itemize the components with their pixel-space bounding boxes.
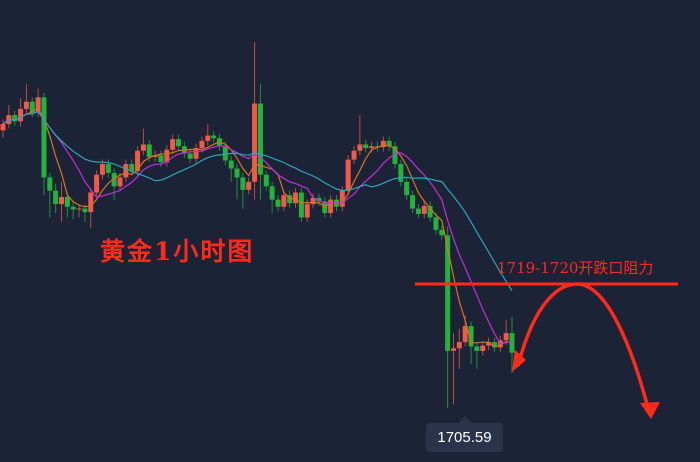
candle-body xyxy=(0,124,6,131)
arrowhead-down-icon xyxy=(640,402,660,419)
candle-body xyxy=(176,139,182,147)
candle-body xyxy=(205,135,211,141)
candle-body xyxy=(363,144,369,149)
candle-body xyxy=(445,235,451,351)
candle-body xyxy=(398,164,404,182)
candle-body xyxy=(392,146,398,165)
candle-body xyxy=(187,153,193,159)
candle-body xyxy=(281,195,287,207)
candle-body xyxy=(47,177,53,191)
candle-body xyxy=(99,164,105,175)
arrowhead-start-icon xyxy=(512,350,526,372)
candle-body xyxy=(386,140,392,147)
candle-body xyxy=(222,146,228,161)
tooltip-pointer xyxy=(458,416,472,423)
candle-body xyxy=(140,144,146,151)
candle-body xyxy=(41,97,47,178)
candle-body xyxy=(146,144,152,157)
candle-body xyxy=(456,342,462,349)
candle-body xyxy=(240,177,246,190)
candle-body xyxy=(59,196,65,205)
candle-body xyxy=(310,197,316,205)
candle-body xyxy=(82,208,88,213)
candle-body xyxy=(486,342,492,346)
resistance-label: 1719-1720开跌口阻力 xyxy=(497,259,654,277)
candle-body xyxy=(170,139,176,150)
candle-body xyxy=(275,199,281,207)
candle-body xyxy=(369,146,375,149)
candle-body xyxy=(298,192,304,218)
candle-body xyxy=(316,197,322,202)
candle-body xyxy=(450,348,456,351)
candle-body xyxy=(193,148,199,159)
candle-body xyxy=(427,205,433,218)
candle-body xyxy=(94,174,100,193)
candle-body xyxy=(228,160,234,169)
candle-body xyxy=(415,208,421,214)
candle-body xyxy=(345,159,351,191)
candle-body xyxy=(357,144,363,151)
low-price-tooltip: 1705.59 xyxy=(426,423,503,452)
candle-body xyxy=(211,135,217,139)
candle-body xyxy=(88,192,94,213)
candle-body xyxy=(433,217,439,230)
candle-body xyxy=(491,342,497,348)
candle-body xyxy=(380,140,386,148)
moving-average-line-5 xyxy=(2,107,513,348)
candle-body xyxy=(129,164,135,172)
candle-body xyxy=(410,195,416,209)
candle-body xyxy=(287,195,293,204)
candle-body xyxy=(421,205,427,214)
candle-body xyxy=(117,177,123,187)
candle-body xyxy=(158,155,164,163)
candle-body xyxy=(439,229,445,236)
candle-body xyxy=(246,181,252,190)
moving-average-line-20 xyxy=(2,110,513,292)
candle-body xyxy=(199,140,205,149)
candle-body xyxy=(234,168,240,178)
candle-body xyxy=(468,326,474,347)
candle-body xyxy=(339,190,345,207)
candle-body xyxy=(23,101,29,109)
candle-body xyxy=(18,108,24,122)
candle-body xyxy=(111,172,117,187)
candle-body xyxy=(29,101,35,113)
candle-body xyxy=(304,204,310,218)
candle-body xyxy=(135,150,141,172)
candle-body xyxy=(123,164,129,178)
candle-body xyxy=(252,103,258,182)
candle-body xyxy=(293,192,299,204)
candle-body xyxy=(35,97,41,113)
chart-title: 黄金1小时图 xyxy=(100,237,255,266)
candle-body xyxy=(503,333,509,341)
candle-body xyxy=(269,186,275,200)
candle-body xyxy=(64,196,70,207)
candle-body xyxy=(12,115,18,122)
candle-body xyxy=(164,149,170,163)
candle-body xyxy=(263,174,269,187)
candle-body xyxy=(76,208,82,210)
candle-body xyxy=(257,103,263,175)
candle-body xyxy=(404,181,410,196)
candle-body xyxy=(474,346,480,351)
candle-body xyxy=(480,345,486,351)
candle-body xyxy=(53,190,59,205)
candle-body xyxy=(328,199,334,214)
forecast-arc xyxy=(516,282,650,409)
candle-body xyxy=(462,326,468,343)
candle-body xyxy=(351,150,357,160)
candle-body xyxy=(70,206,76,210)
candle-body xyxy=(105,164,111,173)
